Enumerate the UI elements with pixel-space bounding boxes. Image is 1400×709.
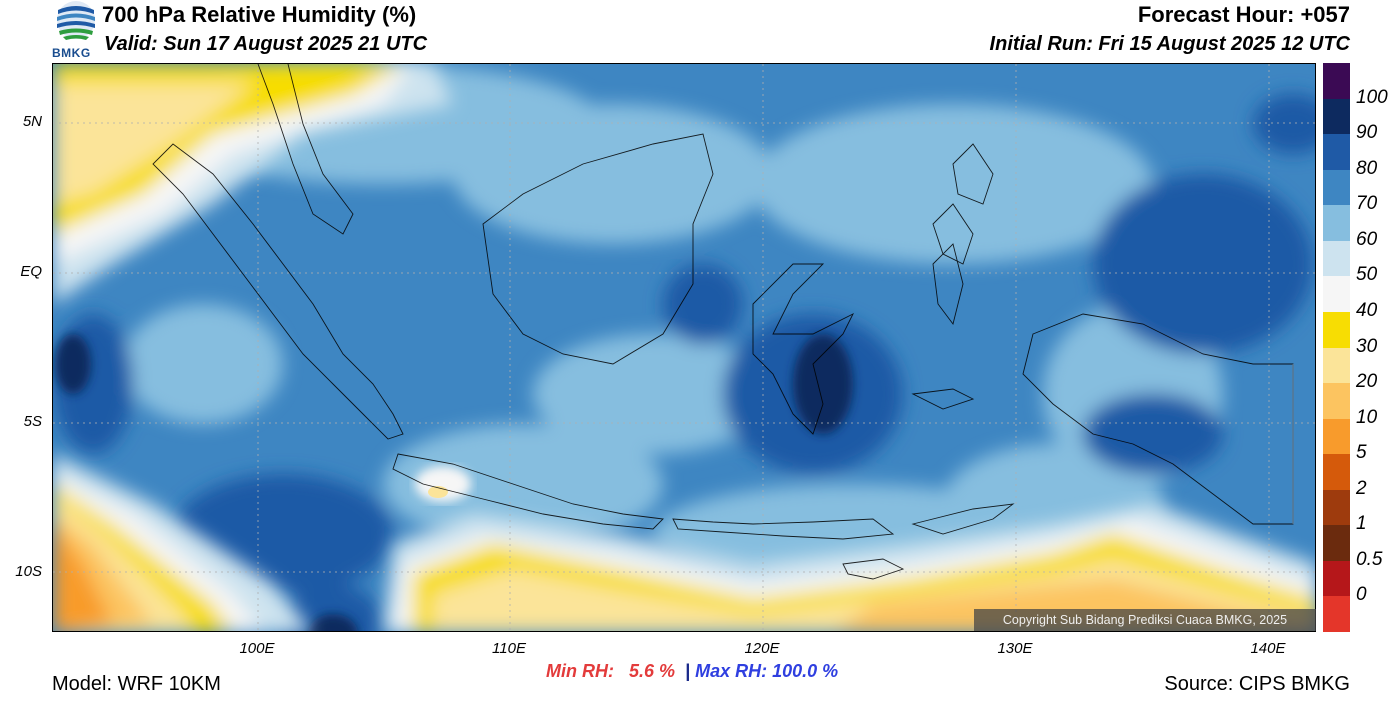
valid-time: Valid: Sun 17 August 2025 21 UTC: [104, 33, 428, 55]
model-label: Model: WRF 10KM: [52, 673, 221, 695]
lat-label-eq: EQ: [20, 263, 42, 280]
colorbar-label: 5: [1356, 442, 1367, 464]
colorbar-segment: [1323, 134, 1350, 170]
colorbar-label: 1: [1356, 513, 1367, 535]
colorbar-segment: [1323, 98, 1350, 135]
colorbar-label: 2: [1356, 477, 1367, 499]
colorbar-segment: [1323, 311, 1350, 348]
colorbar-label: 70: [1356, 193, 1378, 215]
source-label: Source: CIPS BMKG: [1164, 673, 1350, 695]
lon-label-130e: 130E: [997, 640, 1033, 657]
colorbar-label: 90: [1356, 122, 1378, 144]
colorbar-label: 50: [1356, 264, 1378, 286]
colorbar-segment: [1323, 276, 1350, 312]
chart-title: 700 hPa Relative Humidity (%): [102, 2, 417, 27]
colorbar-segment: [1323, 169, 1350, 206]
rh-stats: Min RH: 5.6 % | Max RH: 100.0 %: [546, 661, 838, 682]
colorbar-label: 20: [1356, 371, 1378, 393]
min-rh-label: Min RH:: [546, 661, 614, 681]
stats-separator: |: [685, 661, 691, 681]
colorbar-label: 60: [1356, 228, 1378, 250]
colorbar-segment: [1323, 489, 1350, 526]
colorbar-label: 80: [1356, 157, 1378, 179]
lat-label-5s: 5S: [23, 413, 42, 430]
colorbar-label: 100: [1356, 86, 1388, 108]
lon-label-110e: 110E: [492, 640, 526, 657]
humidity-map: [52, 63, 1316, 632]
logo-text: BMKG: [52, 46, 91, 60]
forecast-hour: Forecast Hour: +057: [1137, 2, 1350, 27]
colorbar-segment: [1323, 63, 1350, 99]
colorbar-segment: [1323, 525, 1350, 561]
colorbar-segment: [1323, 418, 1350, 455]
humidity-field: [53, 64, 1315, 631]
initial-run: Initial Run: Fri 15 August 2025 12 UTC: [989, 33, 1350, 55]
colorbar-label: 40: [1356, 299, 1378, 321]
colorbar-segment: [1323, 205, 1350, 241]
max-rh-value: 100.0 %: [772, 661, 839, 681]
colorbar-label: 0.5: [1356, 548, 1383, 570]
min-rh-value: 5.6 %: [629, 661, 676, 681]
colorbar-segment: [1323, 560, 1350, 597]
bmkg-logo: [52, 0, 100, 60]
colorbar: [1323, 63, 1350, 632]
colorbar-segment: [1323, 240, 1350, 277]
lon-label-120e: 120E: [744, 640, 780, 657]
colorbar-segment: [1323, 347, 1350, 384]
colorbar-segment: [1323, 596, 1350, 632]
lon-label-100e: 100E: [239, 640, 275, 657]
colorbar-label: 10: [1356, 406, 1378, 428]
max-rh-label: Max RH:: [695, 661, 768, 681]
lat-label-10s: 10S: [15, 563, 42, 580]
copyright-notice: Copyright Sub Bidang Prediksi Cuaca BMKG…: [974, 609, 1316, 631]
lat-label-5n: 5N: [22, 113, 42, 130]
colorbar-label: 30: [1356, 335, 1378, 357]
colorbar-label: 0: [1356, 584, 1367, 606]
lon-label-140e: 140E: [1250, 640, 1286, 657]
colorbar-segment: [1323, 454, 1350, 490]
colorbar-segment: [1323, 383, 1350, 419]
